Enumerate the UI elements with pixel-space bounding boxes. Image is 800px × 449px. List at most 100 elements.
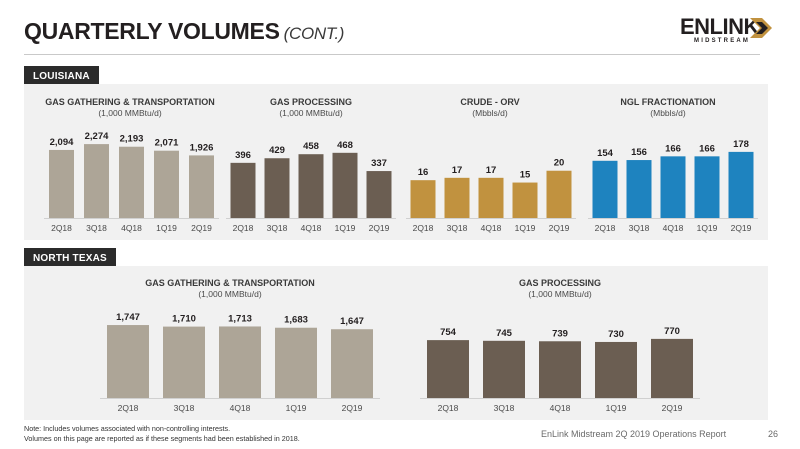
data-label-2q18: 1,747: [116, 312, 140, 323]
enlink-logo: ENLINK MIDSTREAM: [680, 14, 780, 48]
x-tick-label-1q19: 1Q19: [335, 223, 356, 233]
x-tick-label-2q18: 2Q18: [438, 403, 459, 413]
page-title-text: QUARTERLY VOLUMES: [24, 18, 280, 44]
data-label-4q18: 458: [303, 141, 319, 152]
data-label-2q19: 20: [554, 158, 565, 169]
x-tick-label-2q19: 2Q19: [731, 223, 752, 233]
bar-1q19: [154, 150, 179, 218]
chart-title-la-crude: CRUDE - ORV: [460, 97, 520, 107]
bar-2q19: [331, 329, 373, 398]
data-label-1q19: 730: [608, 329, 624, 340]
footnote-line-2: Volumes on this page are reported as if …: [24, 434, 300, 443]
data-label-2q19: 178: [733, 139, 749, 150]
chart-unit-la-crude: (Mbbls/d): [472, 108, 508, 118]
data-label-3q18: 17: [452, 165, 463, 176]
x-tick-label-2q18: 2Q18: [51, 223, 72, 233]
x-tick-label-2q18: 2Q18: [118, 403, 139, 413]
bar-2q18: [49, 149, 74, 218]
bar-3q18: [483, 340, 525, 398]
bar-4q18: [119, 146, 144, 218]
x-tick-label-2q19: 2Q19: [662, 403, 683, 413]
x-tick-label-3q18: 3Q18: [629, 223, 650, 233]
page-title-suffix: (CONT.): [283, 24, 345, 43]
x-tick-label-3q18: 3Q18: [174, 403, 195, 413]
x-tick-label-2q19: 2Q19: [549, 223, 570, 233]
data-label-2q19: 1,647: [340, 316, 364, 327]
bar-2q19: [189, 155, 214, 218]
bar-1q19: [595, 341, 637, 398]
data-label-4q18: 17: [486, 165, 497, 176]
x-tick-label-1q19: 1Q19: [156, 223, 177, 233]
data-label-4q18: 166: [665, 143, 681, 154]
chart-nt-processing: 754 2Q18 745 3Q18 739 4Q18 730 1Q19 770 2Q19: [420, 326, 700, 413]
chart-unit-nt-gathering: (1,000 MMBtu/d): [198, 289, 262, 299]
bar-3q18: [264, 158, 290, 218]
page-title: QUARTERLY VOLUMES (CONT.): [24, 18, 344, 45]
x-tick-label-2q19: 2Q19: [191, 223, 212, 233]
x-tick-label-1q19: 1Q19: [515, 223, 536, 233]
logo-arrow-icon: [750, 18, 772, 38]
chart-unit-la-processing: (1,000 MMBtu/d): [279, 108, 343, 118]
data-label-1q19: 2,071: [155, 138, 179, 149]
x-tick-label-3q18: 3Q18: [86, 223, 107, 233]
footnote-line-1: Note: Includes volumes associated with n…: [24, 424, 231, 433]
bar-2q18: [427, 340, 469, 398]
bar-2q18: [592, 160, 618, 218]
data-label-2q18: 754: [440, 327, 457, 338]
chart-title-nt-processing: GAS PROCESSING: [518, 278, 601, 288]
x-tick-label-1q19: 1Q19: [697, 223, 718, 233]
title-divider: [24, 54, 760, 55]
data-label-1q19: 468: [337, 140, 353, 151]
chart-la-crude: 16 2Q18 17 3Q18 17 4Q18 15 1Q19 20 2Q19: [406, 158, 576, 233]
chart-title-la-gathering: GAS GATHERING & TRANSPORTATION: [45, 97, 215, 107]
chart-unit-la-ngl: (Mbbls/d): [650, 108, 686, 118]
x-tick-label-3q18: 3Q18: [494, 403, 515, 413]
section-tag-north-texas: NORTH TEXAS: [24, 248, 116, 269]
data-label-3q18: 745: [496, 328, 513, 339]
data-label-2q18: 2,094: [50, 137, 74, 148]
bar-3q18: [84, 144, 109, 218]
chart-title-la-processing: GAS PROCESSING: [269, 97, 352, 107]
bar-3q18: [444, 177, 470, 218]
bar-2q19: [366, 171, 392, 218]
data-label-1q19: 15: [520, 170, 531, 181]
x-tick-label-3q18: 3Q18: [447, 223, 468, 233]
bar-2q18: [410, 180, 436, 218]
data-label-3q18: 1,710: [172, 314, 196, 325]
x-tick-label-2q19: 2Q19: [369, 223, 390, 233]
logo-subtext: MIDSTREAM: [694, 38, 751, 44]
x-tick-label-4q18: 4Q18: [663, 223, 684, 233]
data-label-4q18: 1,713: [228, 313, 252, 324]
bar-3q18: [626, 160, 652, 218]
x-tick-label-4q18: 4Q18: [481, 223, 502, 233]
bar-1q19: [512, 182, 538, 218]
x-tick-label-3q18: 3Q18: [267, 223, 288, 233]
data-label-2q18: 396: [235, 150, 251, 161]
data-label-2q18: 16: [418, 167, 429, 178]
x-tick-label-4q18: 4Q18: [550, 403, 571, 413]
x-tick-label-2q18: 2Q18: [595, 223, 616, 233]
data-label-3q18: 429: [269, 145, 285, 156]
bar-2q19: [728, 151, 754, 218]
chart-la-gathering: 2,094 2Q18 2,274 3Q18 2,193 4Q18 2,071 1Q19 1,92…: [44, 131, 219, 233]
report-label: EnLink Midstream 2Q 2019 Operations Repo…: [541, 429, 727, 439]
x-tick-label-1q19: 1Q19: [286, 403, 307, 413]
data-label-2q19: 337: [371, 158, 387, 169]
bar-4q18: [478, 177, 504, 218]
bar-2q18: [107, 325, 149, 398]
x-tick-label-2q19: 2Q19: [342, 403, 363, 413]
bar-3q18: [163, 326, 205, 398]
chart-la-ngl: 154 2Q18 156 3Q18 166 4Q18 166 1Q19 178 2Q19: [588, 139, 758, 233]
bar-2q19: [651, 338, 693, 398]
bar-1q19: [332, 152, 358, 218]
logo-wordmark: ENLINK: [680, 14, 759, 39]
bar-4q18: [219, 326, 261, 398]
x-tick-label-4q18: 4Q18: [301, 223, 322, 233]
bar-1q19: [694, 156, 720, 218]
footnote: Note: Includes volumes associated with n…: [24, 424, 300, 444]
x-tick-label-1q19: 1Q19: [606, 403, 627, 413]
x-tick-label-4q18: 4Q18: [230, 403, 251, 413]
bar-2q18: [230, 162, 256, 218]
data-label-2q19: 770: [664, 326, 680, 337]
data-label-3q18: 156: [631, 147, 647, 158]
